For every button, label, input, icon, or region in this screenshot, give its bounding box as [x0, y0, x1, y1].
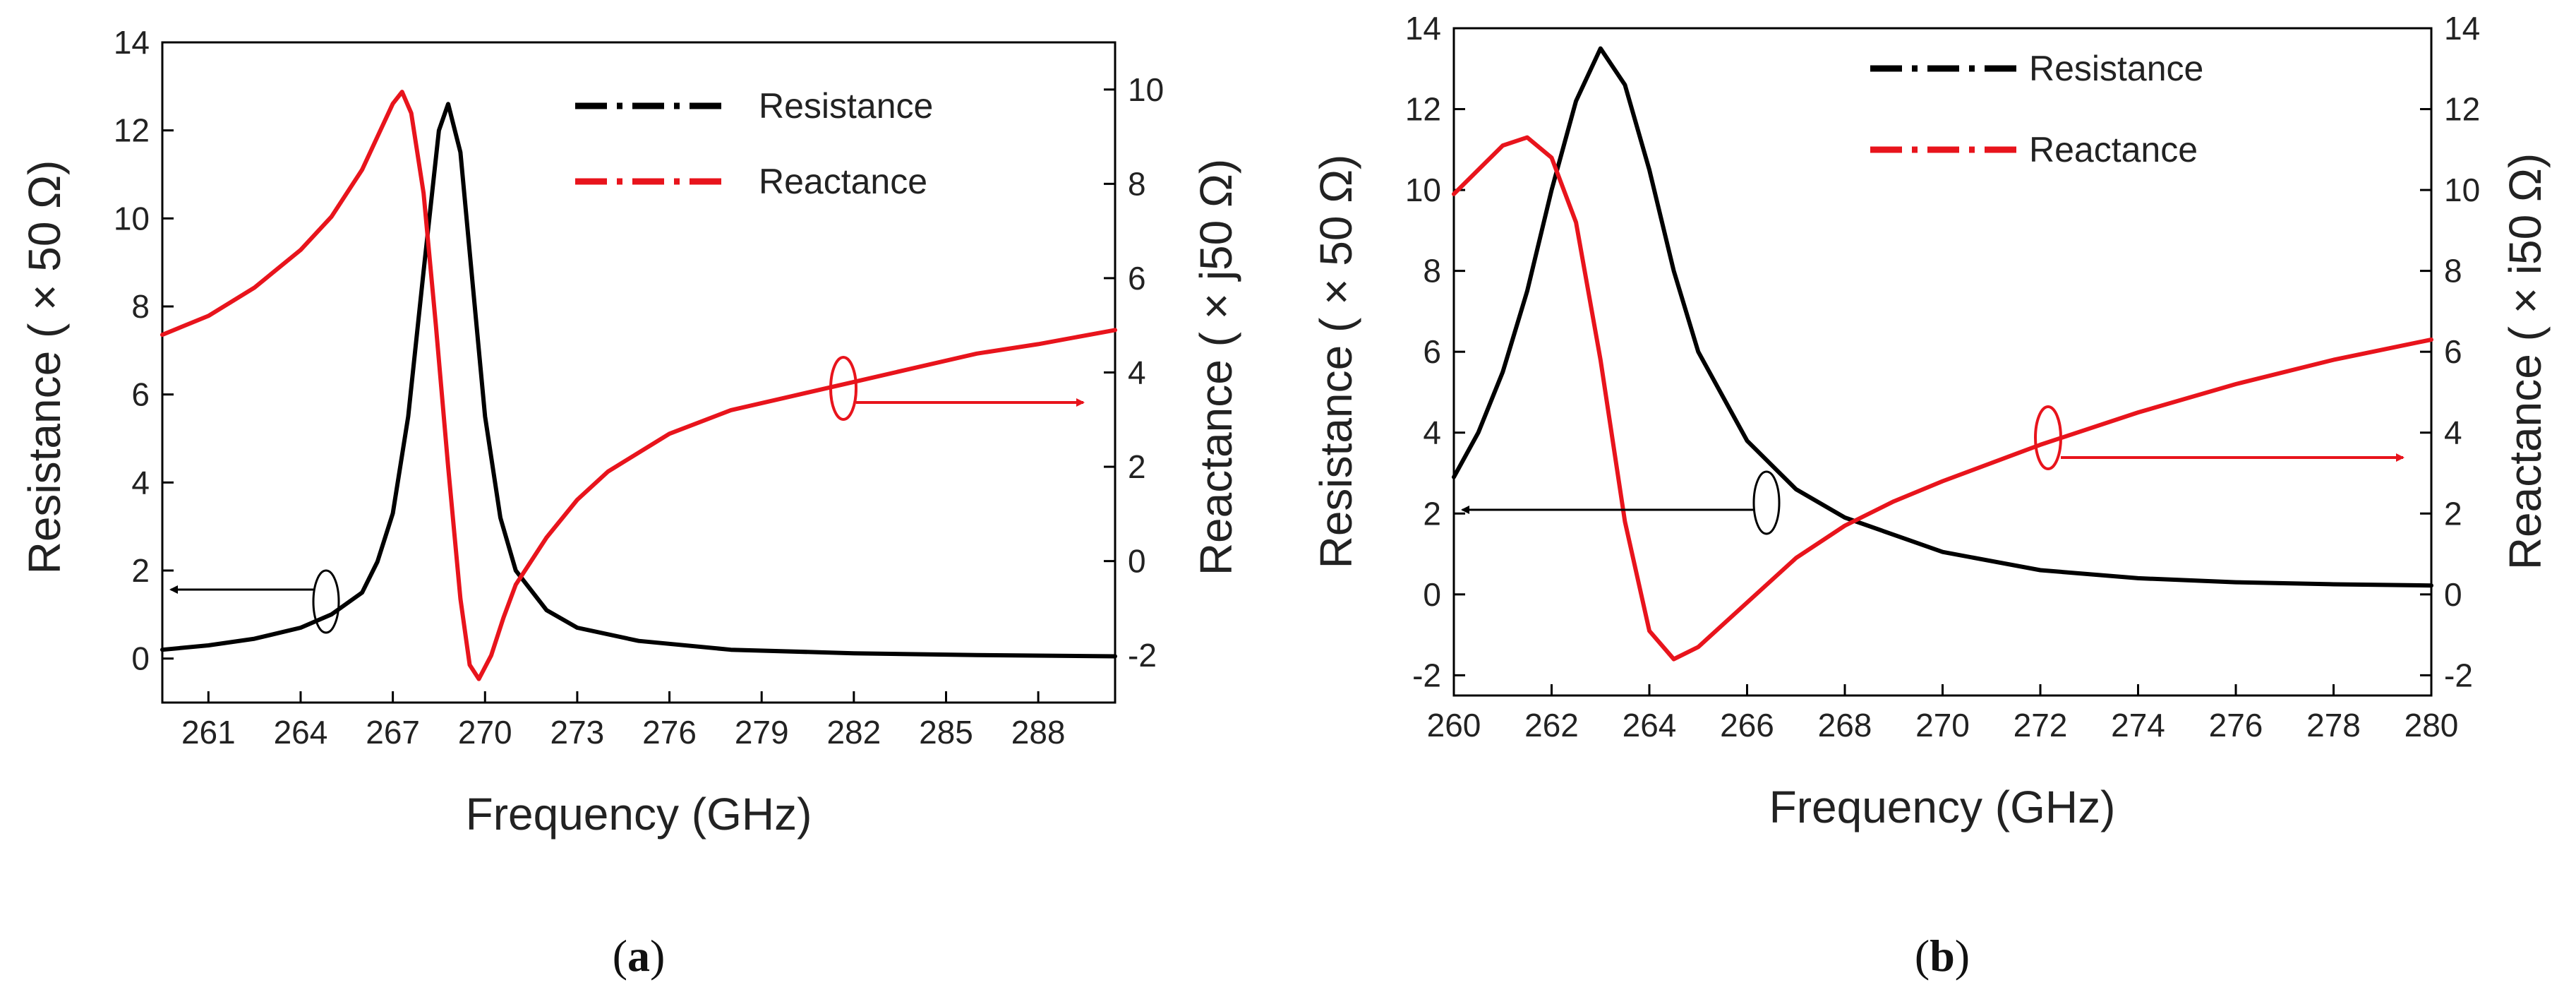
y-right-tick-label: 8: [1128, 165, 1146, 202]
y-left-tick-label: 10: [1405, 172, 1441, 208]
annotations: [1461, 405, 2405, 535]
y-left-tick-label: 12: [1405, 91, 1441, 128]
legend-label-reactance: Reactance: [2029, 130, 2198, 169]
plot-frame: [161, 41, 1117, 704]
y-left-tick-label: 0: [1423, 576, 1441, 613]
x-tick-label: 279: [735, 714, 789, 751]
x-ticks: 261 264 267 270 273 276 279 282 285 288: [181, 691, 1066, 751]
y-left-tick-label: 8: [1423, 253, 1441, 289]
y-left-tick-label: -2: [1412, 657, 1441, 693]
x-tick-label: 264: [1623, 707, 1677, 744]
series-group: [1452, 46, 2433, 662]
panel-caption-b: (b): [1915, 931, 1970, 981]
series-line-resistance: [1452, 46, 2433, 588]
y-right-ticks: -2 0 2 4 6 8 10 12 14: [2420, 10, 2480, 693]
x-axis-label: Frequency (GHz): [466, 789, 812, 840]
y-right-tick-label: 10: [2444, 172, 2480, 208]
x-tick-label: 276: [642, 714, 697, 751]
y-right-tick-label: 4: [1128, 354, 1146, 391]
y-left-tick-label: 6: [1423, 333, 1441, 370]
legend-label-reactance: Reactance: [759, 162, 927, 201]
y-left-tick-label: 2: [131, 552, 150, 589]
y-left-tick-label: 6: [131, 376, 150, 413]
x-tick-label: 274: [2111, 707, 2165, 744]
y-right-tick-label: 6: [1128, 260, 1146, 297]
x-tick-label: 285: [919, 714, 973, 751]
x-tick-label: 264: [274, 714, 328, 751]
y-right-tick-label: 6: [2444, 333, 2462, 370]
x-tick-label: 266: [1720, 707, 1774, 744]
x-axis-label: Frequency (GHz): [1769, 782, 2116, 832]
y-left-tick-label: 14: [114, 24, 150, 61]
y-left-tick-label: 4: [131, 464, 150, 501]
y-left-tick-label: 8: [131, 288, 150, 325]
x-ticks: 260 262 264 266 268 270 272 274 276 278 280: [1427, 684, 2459, 744]
y-left-ticks: 0 2 4 6 8 10 12 14: [114, 24, 174, 677]
y-left-axis-label: Resistance ( × 50 Ω): [1311, 155, 1361, 569]
y-right-axis-label: Reactance ( × i50 Ω): [2500, 153, 2551, 570]
legend-label-resistance: Resistance: [2029, 49, 2203, 88]
resistance-indicator-ellipse: [312, 569, 340, 634]
x-tick-label: 267: [366, 714, 420, 751]
reactance-indicator-ellipse: [2034, 405, 2062, 470]
y-right-ticks: -2 0 2 4 6 8 10: [1104, 71, 1164, 674]
y-right-tick-label: 10: [1128, 71, 1164, 108]
chart-panel-b: 260 262 264 266 268 270 272 274 276 278 280 -20246…: [1311, 10, 2551, 981]
series-line-reactance: [1452, 135, 2433, 662]
y-left-tick-label: 2: [1423, 495, 1441, 532]
x-tick-label: 288: [1011, 714, 1066, 751]
y-left-tick-label: 12: [114, 112, 150, 149]
x-tick-label: 273: [550, 714, 605, 751]
x-tick-label: 260: [1427, 707, 1481, 744]
y-left-axis-label: Resistance ( × 50 Ω): [19, 160, 70, 575]
y-right-tick-label: 2: [2444, 495, 2462, 532]
y-left-tick-label: 0: [131, 640, 150, 677]
panel-caption-a: (a): [613, 931, 666, 981]
y-left-tick-label: 14: [1405, 10, 1441, 47]
x-tick-label: 261: [181, 714, 236, 751]
y-right-tick-label: 8: [2444, 253, 2462, 289]
x-tick-label: 272: [2014, 707, 2068, 744]
y-right-tick-label: 4: [2444, 414, 2462, 451]
x-tick-label: 280: [2405, 707, 2459, 744]
legend: Resistance Reactance: [1870, 49, 2203, 169]
series-line-reactance: [160, 90, 1117, 681]
y-right-tick-label: 14: [2444, 10, 2480, 47]
chart-panel-a: 261 264 267 270 273 276 279 282 285 288 024681012…: [19, 24, 1241, 981]
x-tick-label: 282: [826, 714, 881, 751]
x-tick-label: 270: [458, 714, 512, 751]
x-tick-label: 270: [1915, 707, 1970, 744]
resistance-indicator-ellipse: [1752, 470, 1781, 535]
legend-label-resistance: Resistance: [759, 86, 933, 126]
y-right-tick-label: -2: [1128, 637, 1157, 674]
y-right-tick-label: 12: [2444, 91, 2480, 128]
y-right-tick-label: 0: [2444, 576, 2462, 613]
y-left-ticks: -2 0 2 4 6 8 10 12 14: [1405, 10, 1465, 693]
series-line-resistance: [160, 102, 1117, 659]
annotations: [169, 356, 1085, 634]
y-left-tick-label: 10: [114, 200, 150, 237]
reactance-indicator-ellipse: [829, 356, 857, 421]
legend: Resistance Reactance: [575, 86, 933, 201]
x-tick-label: 268: [1818, 707, 1872, 744]
x-tick-label: 276: [2209, 707, 2263, 744]
x-tick-label: 278: [2306, 707, 2361, 744]
y-right-tick-label: 2: [1128, 448, 1146, 485]
y-right-tick-label: 0: [1128, 543, 1146, 580]
y-right-tick-label: -2: [2444, 657, 2473, 693]
y-left-tick-label: 4: [1423, 414, 1441, 451]
x-tick-label: 262: [1524, 707, 1579, 744]
y-right-axis-label: Reactance ( × j50 Ω): [1191, 159, 1241, 575]
series-group: [160, 90, 1117, 681]
